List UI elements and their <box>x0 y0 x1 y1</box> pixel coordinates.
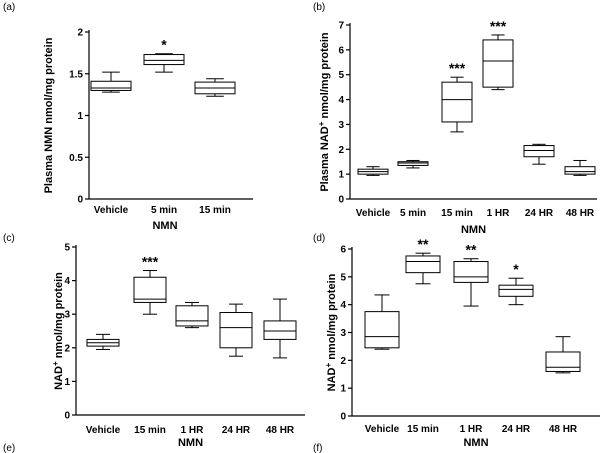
significance-marker-c-1: *** <box>142 254 159 270</box>
y-tick-label-b-3: 3 <box>338 120 344 131</box>
significance-marker-d-1: ** <box>418 236 429 252</box>
y-tick-label-b-5: 5 <box>338 70 344 81</box>
box-d-0 <box>364 311 400 349</box>
x-category-label-b-3: 1 HR <box>487 208 511 219</box>
y-tick-label-b-6: 6 <box>338 45 344 56</box>
panel-label-c: (c) <box>3 233 15 244</box>
y-tick-label-d-2: 2 <box>340 356 346 367</box>
y-tick-label-c-4: 4 <box>64 276 70 287</box>
x-category-label-d-2: 1 HR <box>460 424 484 435</box>
y-tick-label-c-3: 3 <box>64 310 70 321</box>
x-category-label-c-4: 48 HR <box>266 425 295 436</box>
box-b-4 <box>523 145 555 158</box>
y-axis-label-d: NAD+ nmol/mg protein <box>324 273 339 391</box>
y-tick-label-c-5: 5 <box>64 243 70 254</box>
box-d-4 <box>545 351 581 372</box>
panel-label-b: (b) <box>313 2 325 13</box>
significance-marker-d-2: ** <box>466 242 477 258</box>
panel-d: (d) 0 1 2 3 4 5 6 NAD+ nmol/mg protein Vehicle 15 … <box>313 233 600 449</box>
panel-a: (a) 0 0.5 1 1.5 2 Plasma NMN nmol/mg protein Ve… <box>3 2 253 232</box>
y-tick-label-b-2: 2 <box>338 145 344 156</box>
x-category-label-b-5: 48 HR <box>566 208 595 219</box>
x-category-label-a-1: 5 min <box>151 205 177 216</box>
box-d-3 <box>498 284 534 297</box>
y-axis-label-b: Plasma NAD+ nmol/mg protein <box>317 32 332 192</box>
box-c-2 <box>175 305 209 327</box>
panel-label-f: (f) <box>313 443 322 453</box>
y-tick-label-a-3: 1.5 <box>69 69 83 80</box>
x-category-label-b-1: 5 min <box>400 208 426 219</box>
box-c-3 <box>219 312 253 349</box>
x-category-label-a-0: Vehicle <box>94 205 129 216</box>
box-b-5 <box>564 166 596 175</box>
y-tick-label-b-4: 4 <box>338 95 344 106</box>
box-c-4 <box>263 320 297 340</box>
box-b-3 <box>482 39 514 88</box>
x-category-label-c-3: 24 HR <box>222 425 251 436</box>
x-category-label-b-0: Vehicle <box>356 208 391 219</box>
panel-label-a: (a) <box>3 2 15 13</box>
x-category-label-c-0: Vehicle <box>86 425 121 436</box>
box-d-1 <box>405 255 441 274</box>
box-d-2 <box>453 261 489 283</box>
y-axis-label-a: Plasma NMN nmol/mg protein <box>43 37 55 193</box>
significance-marker-b-3: *** <box>490 18 507 34</box>
x-axis-label-b: NMN <box>461 224 486 236</box>
box-b-1 <box>397 161 429 166</box>
y-tick-label-c-0: 0 <box>64 411 70 422</box>
box-a-0 <box>90 80 132 91</box>
y-tick-label-a-1: 0.5 <box>69 153 83 164</box>
y-tick-label-b-7: 7 <box>338 21 344 32</box>
y-tick-label-c-1: 1 <box>64 377 70 388</box>
x-category-label-c-1: 15 min <box>134 425 166 436</box>
box-c-1 <box>133 276 167 303</box>
x-category-label-d-4: 48 HR <box>549 424 578 435</box>
x-category-label-b-4: 24 HR <box>525 208 554 219</box>
y-tick-label-b-0: 0 <box>338 195 344 206</box>
x-axis-label-a: NMN <box>152 220 177 232</box>
panel-b: (b) 0 1 2 3 4 5 6 7 Plasma NAD+ nmol/mg protein Ve… <box>313 2 597 236</box>
y-axis-label-c: NAD+ nmol/mg protein <box>51 272 66 390</box>
x-category-label-a-2: 15 min <box>199 205 231 216</box>
significance-marker-a-1: * <box>161 37 167 53</box>
significance-marker-b-2: *** <box>449 60 466 76</box>
y-tick-label-a-0: 0 <box>77 195 83 206</box>
panel-label-e: (e) <box>3 443 15 453</box>
x-category-label-d-3: 24 HR <box>502 424 531 435</box>
y-tick-label-d-3: 3 <box>340 328 346 339</box>
x-category-label-d-1: 15 min <box>407 424 439 435</box>
y-tick-label-d-0: 0 <box>340 412 346 423</box>
panel-label-d: (d) <box>313 233 325 244</box>
x-category-label-b-2: 15 min <box>441 208 473 219</box>
y-tick-label-a-2: 1 <box>77 111 83 122</box>
y-tick-label-a-4: 2 <box>77 28 83 39</box>
y-tick-label-b-1: 1 <box>338 170 344 181</box>
x-category-label-c-2: 1 HR <box>181 425 205 436</box>
box-a-1 <box>143 54 185 66</box>
y-tick-label-d-5: 5 <box>340 272 346 283</box>
significance-marker-d-3: * <box>513 261 519 277</box>
y-tick-label-d-1: 1 <box>340 384 346 395</box>
x-axis-label-d: NMN <box>463 437 488 449</box>
y-tick-label-c-2: 2 <box>64 343 70 354</box>
x-category-label-d-0: Vehicle <box>365 424 400 435</box>
panel-c: (c) 0 1 2 3 4 5 NAD+ nmol/mg protein Vehicle 15 m… <box>3 233 305 449</box>
x-axis-label-c: NMN <box>178 437 203 449</box>
y-tick-label-d-6: 6 <box>340 245 346 256</box>
box-b-2 <box>441 81 473 123</box>
y-tick-label-d-4: 4 <box>340 300 346 311</box>
